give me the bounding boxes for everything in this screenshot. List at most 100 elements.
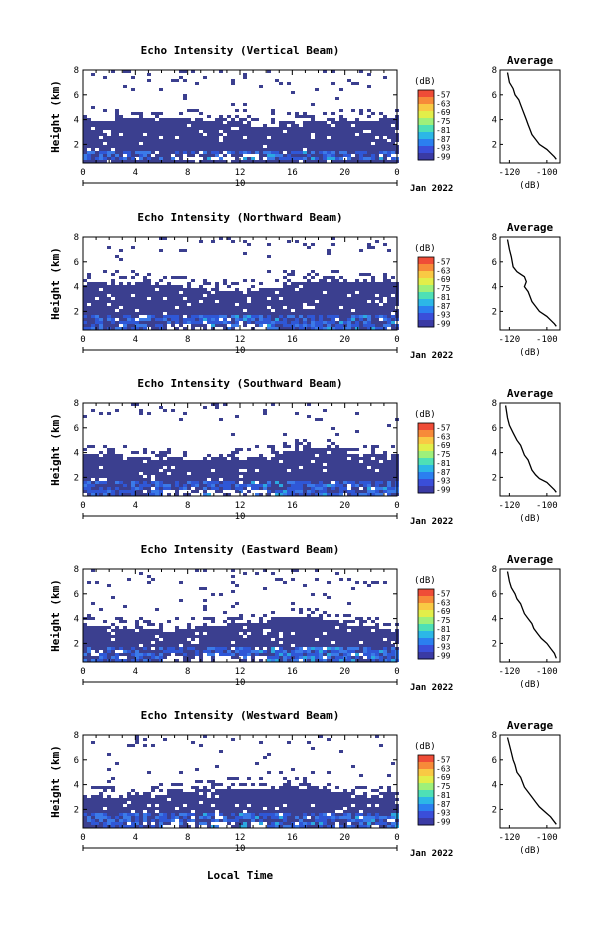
heatmap-cell (235, 475, 239, 478)
heatmap-cell (227, 321, 231, 324)
heatmap-cell (371, 139, 375, 142)
heatmap-cell (227, 460, 231, 463)
heatmap-cell (159, 312, 163, 315)
heatmap-cell (263, 478, 267, 481)
heatmap-cell (267, 463, 271, 466)
heatmap-cell (179, 460, 183, 463)
heatmap-cell (115, 653, 119, 656)
heatmap-cell (127, 315, 131, 318)
heatmap-cell (191, 288, 195, 291)
heatmap-cell (323, 160, 327, 163)
heatmap-cell (363, 142, 367, 145)
heatmap-cell (303, 454, 307, 457)
heatmap-cell (367, 629, 371, 632)
heatmap-cell (87, 145, 91, 148)
heatmap-cell (111, 647, 115, 650)
heatmap-cell (115, 469, 119, 472)
heatmap-cell (95, 810, 99, 813)
heatmap-cell (131, 306, 135, 309)
heatmap-cell (139, 160, 143, 163)
heatmap-cell (295, 469, 299, 472)
heatmap-cell (383, 641, 387, 644)
heatmap-cell (211, 154, 215, 157)
heatmap-cell (359, 133, 363, 136)
heatmap-cell (367, 493, 371, 496)
heatmap-cell (283, 282, 287, 285)
heatmap-cell (183, 160, 187, 163)
heatmap-cell (83, 121, 87, 124)
heatmap-cell (383, 327, 387, 330)
heatmap-cell (87, 659, 91, 662)
colorbar-level: -93 (436, 643, 451, 652)
heatmap-cell (199, 127, 203, 130)
heatmap-cell (211, 650, 215, 653)
heatmap-cell (231, 629, 235, 632)
heatmap-cell (343, 145, 347, 148)
heatmap-cell (387, 294, 391, 297)
heatmap-cell (143, 653, 147, 656)
date-label: Jan 2022 (410, 351, 453, 361)
heatmap-cell (379, 635, 383, 638)
heatmap-cell (347, 300, 351, 303)
heatmap-cell (235, 487, 239, 490)
heatmap-cell (91, 472, 95, 475)
heatmap-cell (99, 324, 103, 327)
avg-x-tick-label: -120 (499, 501, 521, 511)
heatmap-cell (391, 650, 395, 653)
heatmap-cell (351, 629, 355, 632)
heatmap-cell (263, 412, 267, 415)
heatmap-cell (191, 327, 195, 330)
heatmap-cell (163, 145, 167, 148)
heatmap-cell (267, 145, 271, 148)
heatmap-cell (183, 472, 187, 475)
heatmap-cell (275, 617, 279, 620)
heatmap-cell (95, 457, 99, 460)
heatmap-cell (255, 572, 259, 575)
heatmap-cell (283, 481, 287, 484)
heatmap-cell (215, 406, 219, 409)
heatmap-cell (127, 490, 131, 493)
heatmap-cell (267, 472, 271, 475)
heatmap-cell (191, 478, 195, 481)
heatmap-cell (331, 303, 335, 306)
heatmap-cell (83, 415, 87, 418)
heatmap-cell (131, 653, 135, 656)
heatmap-cell (103, 151, 107, 154)
heatmap-cell (319, 124, 323, 127)
heatmap-cell (323, 154, 327, 157)
heatmap-cell (171, 124, 175, 127)
heatmap-cell (323, 475, 327, 478)
heatmap-cell (263, 472, 267, 475)
heatmap-cell (267, 635, 271, 638)
heatmap-cell (347, 460, 351, 463)
heatmap-cell (227, 124, 231, 127)
heatmap-cell (235, 641, 239, 644)
day-label: 10 (235, 512, 246, 522)
heatmap-cell (115, 490, 119, 493)
heatmap-cell (207, 291, 211, 294)
heatmap-cell (275, 300, 279, 303)
heatmap-cell (359, 142, 363, 145)
heatmap-cell (271, 623, 275, 626)
heatmap-cell (243, 641, 247, 644)
heatmap-cell (199, 145, 203, 148)
heatmap-cell (95, 300, 99, 303)
heatmap-cell (115, 484, 119, 487)
heatmap-cell (319, 306, 323, 309)
heatmap-cell (291, 484, 295, 487)
heatmap-cell (187, 626, 191, 629)
heatmap-cell (359, 463, 363, 466)
heatmap-cell (247, 121, 251, 124)
heatmap-cell (163, 139, 167, 142)
heatmap-cell (135, 130, 139, 133)
heatmap-cell (335, 445, 339, 448)
heatmap-cell (355, 481, 359, 484)
heatmap-cell (347, 315, 351, 318)
heatmap-cell (339, 154, 343, 157)
colorbar-frame (417, 256, 435, 328)
heatmap-cell (131, 160, 135, 163)
heatmap-cell (311, 282, 315, 285)
heatmap-cell (151, 318, 155, 321)
heatmap-cell (387, 653, 391, 656)
heatmap-cell (87, 282, 91, 285)
